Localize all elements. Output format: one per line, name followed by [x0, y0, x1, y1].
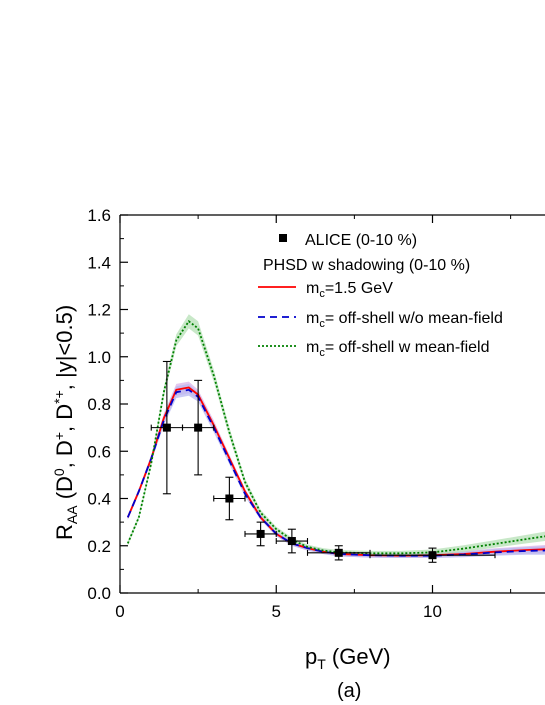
- legend-entry-1: mc=1.5 GeV: [306, 280, 393, 300]
- panel-label: (a): [337, 680, 361, 702]
- legend: ALICE (0-10 %) PHSD w shadowing (0-10 %)…: [258, 232, 503, 359]
- series-band-1: [127, 381, 545, 558]
- y-tick-label: 1.4: [87, 253, 111, 272]
- y-tick-label: 0.4: [87, 490, 111, 509]
- data-point: [428, 551, 437, 560]
- y-tick-label: 1.2: [87, 301, 111, 320]
- legend-alice-label: ALICE (0-10 %): [305, 232, 417, 249]
- data-point: [334, 548, 343, 557]
- legend-marker-alice: [279, 234, 287, 242]
- data-point: [162, 423, 171, 432]
- x-tick-label: 5: [272, 602, 281, 621]
- series-line-1: [126, 386, 545, 557]
- data-point: [287, 537, 296, 546]
- y-tick-label: 0.2: [87, 537, 111, 556]
- y-tick-label: 1.0: [87, 348, 111, 367]
- data-point: [256, 529, 265, 538]
- data-point: [225, 494, 234, 503]
- model-curves: [126, 320, 545, 557]
- series-line-3: [126, 320, 545, 555]
- legend-group-title: PHSD w shadowing (0-10 %): [263, 257, 470, 274]
- y-tick-label: 1.6: [87, 206, 111, 225]
- x-axis-title: pT (GeV): [305, 644, 391, 672]
- y-tick-label: 0.8: [87, 395, 111, 414]
- legend-entry-3: mc= off-shell w mean-field: [306, 339, 490, 359]
- y-tick-label: 0.0: [87, 584, 111, 603]
- series-band-2: [127, 383, 545, 558]
- alice-data-points: [150, 360, 496, 563]
- x-tick-label: 0: [115, 602, 124, 621]
- series-line-2: [126, 388, 545, 557]
- x-tick-label: 10: [423, 602, 442, 621]
- data-point: [194, 423, 203, 432]
- y-tick-label: 0.6: [87, 442, 111, 461]
- legend-entry-2: mc= off-shell w/o mean-field: [306, 310, 503, 330]
- axis-ticks: 0.0 0.2 0.4 0.6 0.8 1.0 1.2 1.4 1.6 0 5 10: [87, 206, 512, 621]
- y-axis-title: RAA (D0, D+, D*+, |y|<0.5): [51, 305, 80, 540]
